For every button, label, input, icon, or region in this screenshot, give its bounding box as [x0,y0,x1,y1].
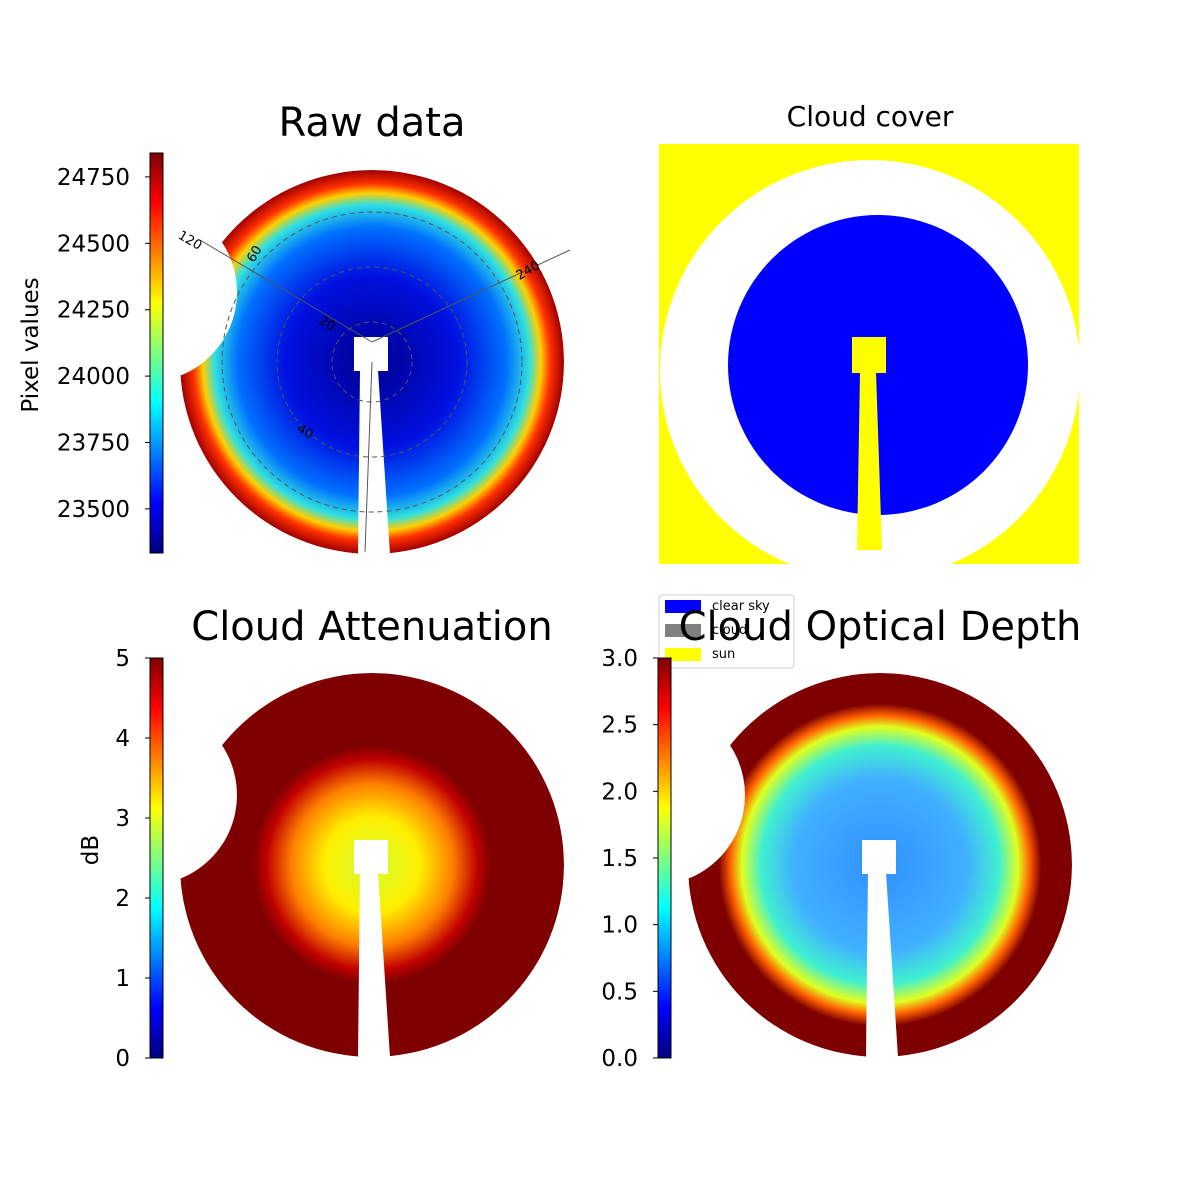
polar-spoke [199,239,373,343]
polar-ring [331,321,413,403]
polar-ring [221,211,523,513]
legend: clear sky cloud sun [658,594,795,669]
panel-title: Cloud Optical Depth [679,604,1082,650]
panel-title: Cloud Attenuation [191,604,552,650]
colorbar [149,152,164,554]
colorbar-tick-label: 23500 [57,497,130,523]
colorbar-tick-label: 3 [115,806,130,832]
polar-grid [199,211,571,553]
legend-label: clear sky [712,599,770,614]
mast [857,372,882,550]
legend-swatch [665,648,701,661]
legend-swatch [665,600,701,613]
sky-image [688,673,1072,1057]
colorbar-label: Pixel values [18,277,44,412]
colorbar-tick-label: 24500 [57,231,130,257]
colorbar-tick-label: 1 [115,966,130,992]
polar-ring [276,266,468,458]
colorbar-tick-label: 24000 [57,364,130,390]
colorbar-tick-label: 1.0 [601,913,638,939]
polar-label: 60 [244,243,265,265]
colorbar-tick-label: 23750 [57,431,130,457]
colorbar-tick-label: 2.5 [601,713,638,739]
colorbar-tick-label: 3.0 [601,646,638,672]
colorbar-tick-label: 5 [115,646,130,672]
polar-label: 40 [294,421,316,442]
polar-spoke [371,249,571,343]
colorbar-tick-label: 0 [115,1046,130,1072]
colorbar [149,657,164,1059]
colorbar-tick-label: 0.5 [601,979,638,1005]
legend-label: cloud [712,623,747,638]
panel-title: Cloud cover [787,100,954,133]
colorbar-tick-label: 2.0 [601,779,638,805]
sky-image [180,673,564,1057]
colorbar-tick-label: 24250 [57,298,130,324]
colorbar [657,657,672,1059]
colorbar-tick-label: 24750 [57,165,130,191]
panel-title: Raw data [279,100,466,146]
colorbar-tick-label: 0.0 [601,1046,638,1072]
polar-label: 120 [175,228,204,253]
colorbar-tick-label: 4 [115,726,130,752]
colorbar-tick-label: 2 [115,886,130,912]
legend-swatch [665,624,701,637]
polar-spoke [364,361,373,553]
polar-label: 20 [316,313,338,334]
colorbar-tick-label: 1.5 [601,846,638,872]
sun-blocker [852,337,886,373]
legend-label: sun [712,647,735,662]
colorbar-label: dB [78,835,104,865]
